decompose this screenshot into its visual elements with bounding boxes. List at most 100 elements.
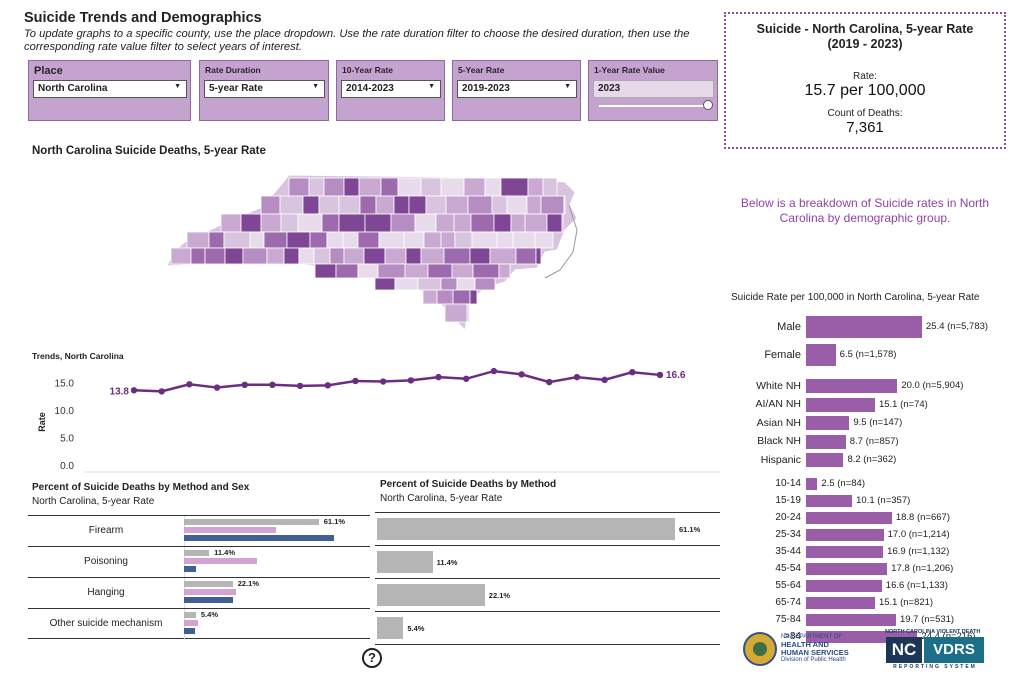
county-cell[interactable] [561,213,564,233]
county-cell[interactable] [489,247,517,265]
demographic-bar[interactable] [806,529,884,541]
county-cell[interactable] [377,263,406,279]
county-cell[interactable] [471,231,498,249]
county-cell[interactable] [208,231,225,249]
county-cell[interactable] [500,177,529,197]
county-cell[interactable] [515,247,537,265]
county-cell[interactable] [440,231,456,249]
county-choropleth-map[interactable] [165,170,585,335]
demographic-bar[interactable] [806,546,884,558]
county-cell[interactable] [423,231,442,249]
county-cell[interactable] [358,177,382,197]
trend-point[interactable] [379,378,387,385]
county-cell[interactable] [422,289,438,305]
county-cell[interactable] [445,195,469,215]
county-cell[interactable] [263,231,288,249]
demographic-bar[interactable] [806,379,898,393]
county-cell[interactable] [380,177,399,197]
trend-point[interactable] [573,373,581,381]
method-sex-bar-female[interactable] [184,527,276,533]
trend-points[interactable] [130,367,664,395]
county-cell[interactable] [427,263,453,279]
demographic-bar[interactable] [806,478,818,490]
county-cell[interactable] [326,231,344,249]
county-cell[interactable] [420,177,442,197]
method-sex-bar-male[interactable] [184,535,334,541]
county-cell[interactable] [456,277,476,291]
county-cell[interactable] [472,263,500,279]
county-cell[interactable] [563,195,566,215]
county-cell[interactable] [394,277,419,291]
county-cell[interactable] [297,213,323,233]
demographic-bar[interactable] [806,512,892,524]
county-cell[interactable] [323,177,345,197]
county-cell[interactable] [420,247,445,265]
trend-point[interactable] [629,368,636,376]
demographic-bar[interactable] [806,416,850,430]
demographic-bar[interactable] [806,495,853,507]
demographic-bar[interactable] [806,397,875,412]
county-cell[interactable] [493,213,512,233]
county-cell[interactable] [440,177,465,197]
county-cell[interactable] [342,231,359,249]
demographic-bar[interactable] [806,344,836,366]
county-cell[interactable] [279,195,304,215]
county-cell[interactable] [378,231,405,249]
county-cell[interactable] [170,247,192,265]
demographic-bar[interactable] [806,614,896,626]
county-cell[interactable] [469,289,478,305]
county-cell[interactable] [338,195,361,215]
demographic-bar[interactable] [806,563,888,575]
method-bar[interactable] [377,518,675,540]
county-cell[interactable] [452,289,471,305]
demographic-bar[interactable] [806,316,922,338]
county-cell[interactable] [242,247,268,265]
county-cell[interactable] [314,263,337,279]
county-cell[interactable] [491,195,508,215]
county-cell[interactable] [405,247,422,265]
county-cell[interactable] [364,213,392,233]
county-cell[interactable] [318,195,340,215]
county-cell[interactable] [393,195,410,215]
county-cells[interactable] [170,177,566,323]
method-sex-bar-total[interactable] [184,581,233,587]
trend-point[interactable] [407,377,415,384]
county-cell[interactable] [384,247,407,265]
place-dropdown[interactable]: North Carolina ▼ [33,80,187,98]
county-cell[interactable] [338,213,366,233]
county-cell[interactable] [329,247,345,265]
trend-point[interactable] [518,371,525,378]
demographic-bar[interactable] [806,434,846,449]
county-cell[interactable] [540,195,565,215]
county-cell[interactable] [425,195,447,215]
county-cell[interactable] [190,247,206,265]
trend-point[interactable] [186,381,193,388]
demographic-bar[interactable] [806,580,882,592]
county-cell[interactable] [524,213,548,233]
county-cell[interactable] [204,247,226,265]
one-year-slider-handle[interactable] [703,100,713,110]
county-cell[interactable] [313,247,331,265]
method-sex-bar-male[interactable] [184,566,197,572]
method-sex-bar-total[interactable] [184,612,196,618]
county-cell[interactable] [343,177,360,197]
county-cell[interactable] [414,213,437,233]
demographic-bar[interactable] [806,597,875,609]
county-cell[interactable] [474,277,496,291]
county-cell[interactable] [286,231,311,249]
county-cell[interactable] [454,231,473,249]
county-cell[interactable] [436,289,454,305]
county-cell[interactable] [526,195,542,215]
county-cell[interactable] [335,263,359,279]
county-cell[interactable] [260,195,281,215]
trend-point[interactable] [213,384,221,391]
county-cell[interactable] [443,247,471,265]
method-bar[interactable] [377,551,433,573]
county-cell[interactable] [280,213,299,233]
trend-point[interactable] [435,373,442,381]
method-bar[interactable] [377,617,404,639]
county-cell[interactable] [343,247,365,265]
county-cell[interactable] [534,231,554,249]
county-cell[interactable] [506,195,528,215]
county-cell[interactable] [220,213,242,233]
